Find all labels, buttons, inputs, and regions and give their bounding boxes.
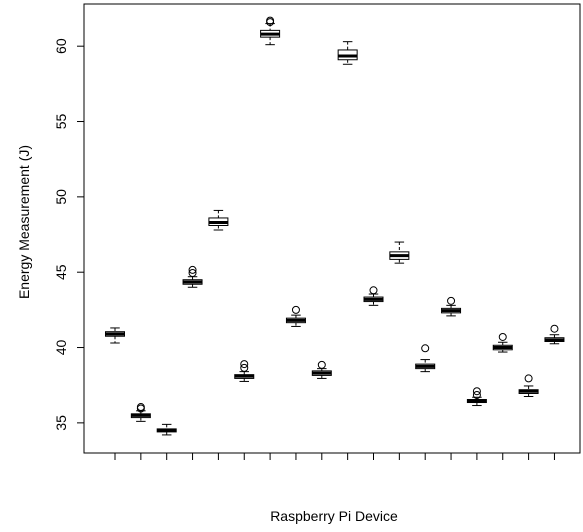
box-3: [156, 423, 177, 436]
outlier-point: [136, 403, 145, 412]
y-tick-label: 45: [53, 264, 69, 280]
outlier-point: [317, 360, 326, 369]
box-6: [234, 360, 255, 382]
y-tick-label: 50: [53, 189, 69, 205]
box-11: [363, 286, 384, 306]
outlier-point: [472, 390, 481, 399]
y-tick-label: 55: [53, 114, 69, 130]
box-series: [105, 16, 565, 436]
outlier-point: [240, 363, 249, 372]
box-4: [182, 265, 203, 288]
box-13: [415, 344, 436, 373]
outlier-point: [266, 16, 275, 25]
box-7: [260, 16, 281, 46]
box-9: [311, 360, 332, 379]
box-10: [337, 41, 358, 65]
box-16: [492, 332, 513, 353]
outlier-point: [240, 360, 249, 369]
outlier-point: [188, 268, 197, 277]
outlier-point: [524, 374, 533, 383]
outlier-point: [369, 286, 378, 295]
box-1: [105, 327, 125, 344]
x-axis: [114, 452, 555, 460]
y-tick-label: 35: [53, 415, 69, 431]
box-14: [441, 296, 462, 317]
box-18: [544, 324, 565, 345]
x-axis-title: Raspberry Pi Device: [270, 508, 398, 524]
outlier-point: [498, 332, 507, 341]
box-8: [285, 305, 306, 327]
box-15: [466, 387, 487, 407]
y-axis-title: Energy Measurement (J): [16, 145, 32, 299]
outlier-point: [188, 265, 197, 274]
y-tick-label: 60: [53, 38, 69, 54]
outlier-point: [472, 387, 481, 396]
y-tick-label: 40: [53, 340, 69, 356]
y-axis: 35 40 45 50 55 60: [53, 38, 85, 431]
outlier-point: [447, 296, 456, 305]
outlier-point: [291, 305, 300, 314]
outlier-point: [421, 344, 430, 353]
outlier-point: [550, 324, 559, 333]
box-5: [208, 209, 229, 231]
box-17: [518, 374, 539, 397]
box-12: [389, 241, 410, 264]
box-2: [130, 403, 151, 422]
plot-frame: [83, 3, 581, 454]
